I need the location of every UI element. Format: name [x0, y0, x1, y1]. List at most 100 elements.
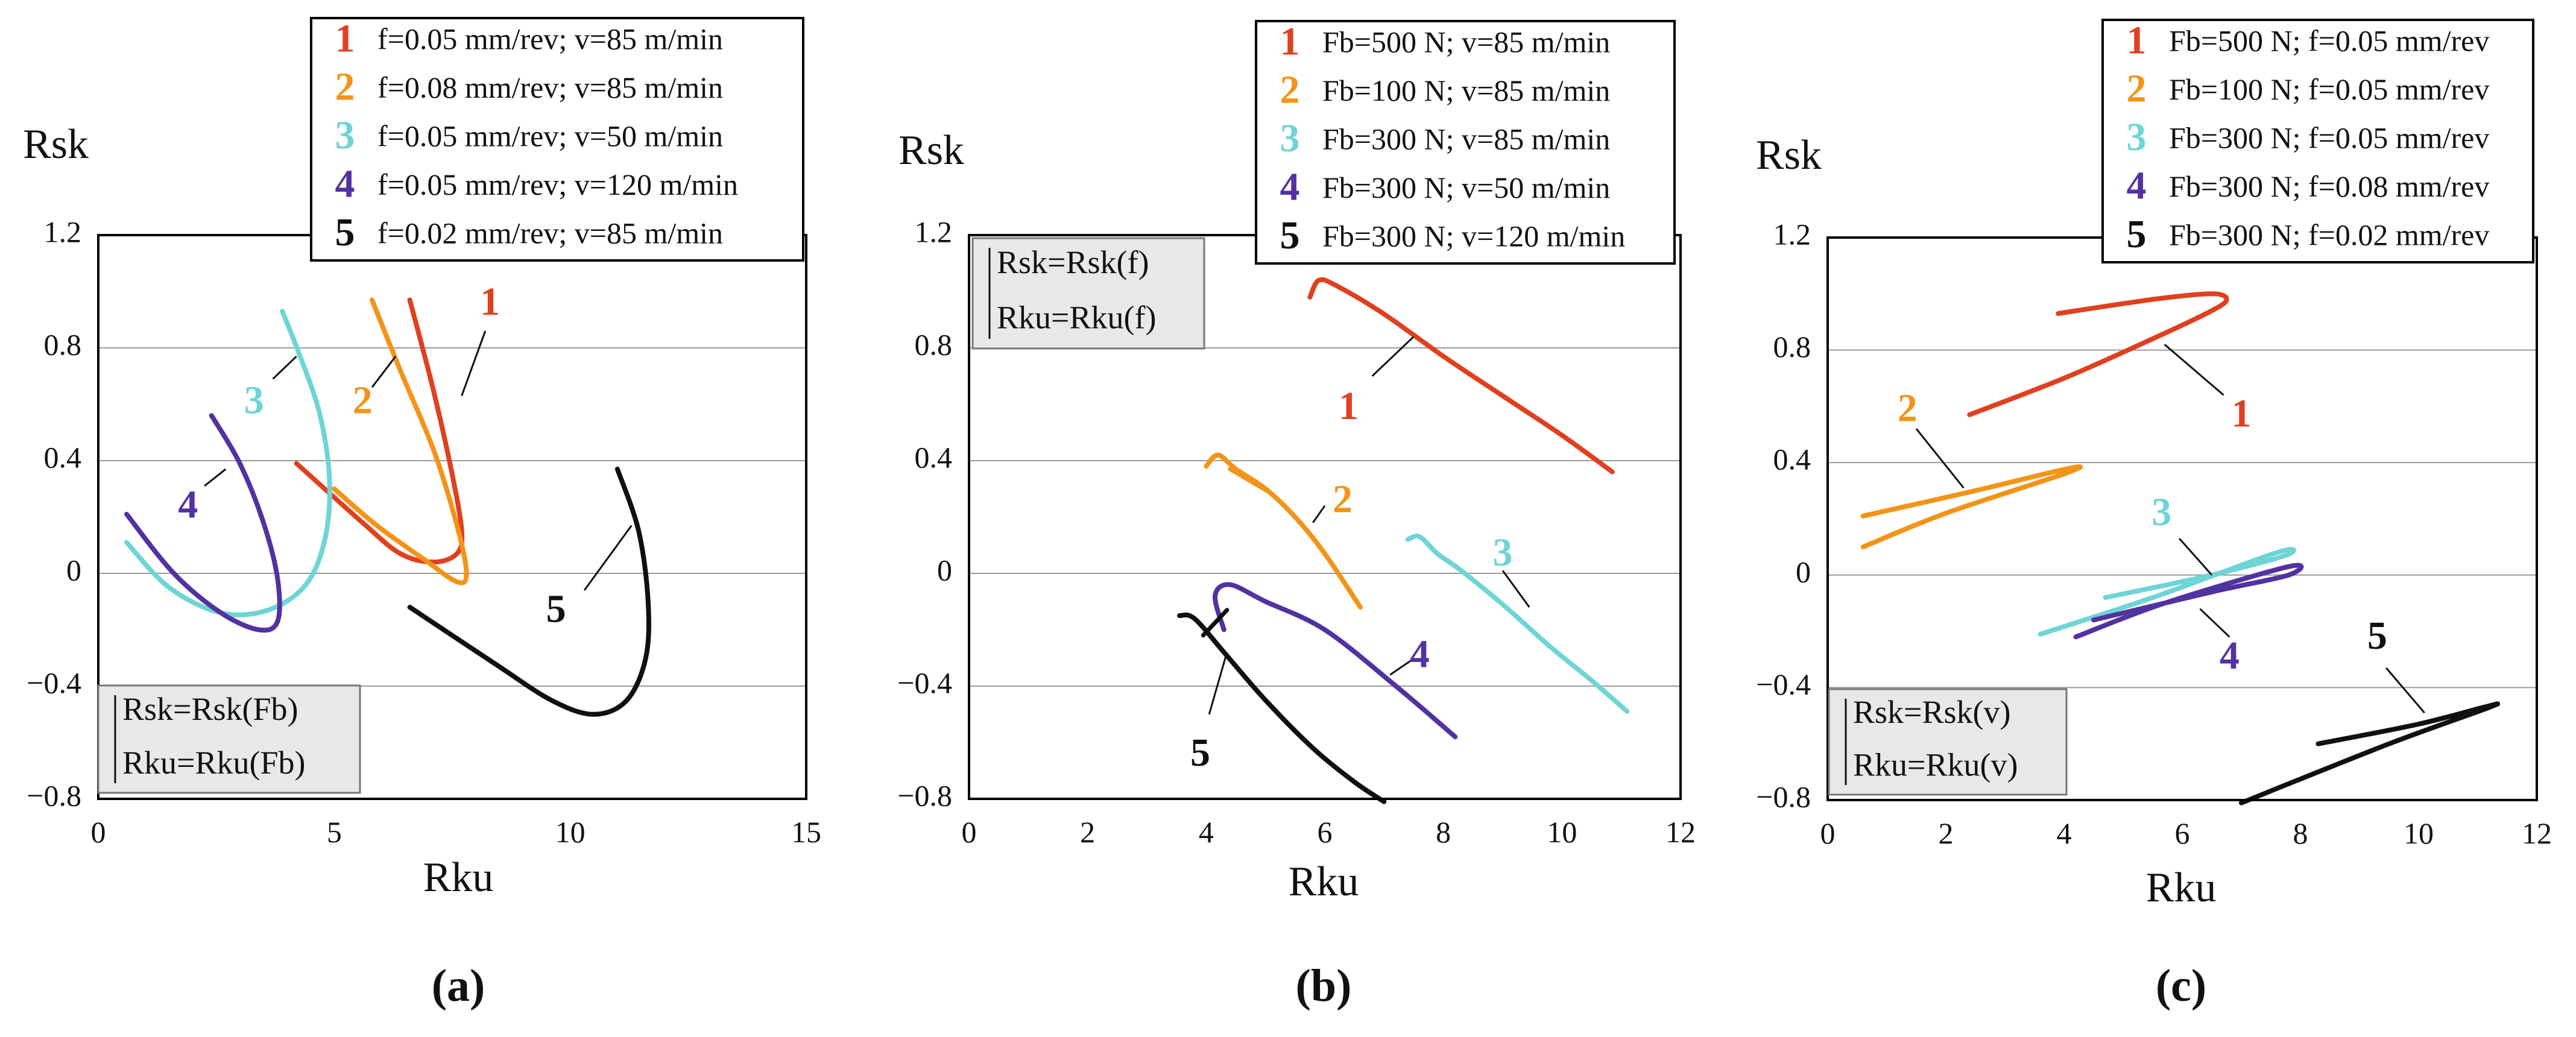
x-tick-label: 10 [2404, 816, 2434, 850]
x-tick-label: 10 [555, 815, 586, 849]
y-tick-label: 0 [66, 553, 81, 587]
legend-entry-3: f=0.05 mm/rev; v=50 m/min [377, 119, 723, 153]
curve-label-2: 2 [1898, 386, 1918, 430]
series-line-4 [1213, 582, 1458, 740]
series-line-3 [1405, 534, 1630, 714]
x-axis-label: Rku [423, 854, 494, 901]
dependency-text: Rku=Rku(f) [997, 300, 1156, 336]
y-axis-label: Rsk [1756, 132, 1822, 178]
y-tick-label: 0.4 [44, 440, 82, 474]
leader-line-3 [2178, 538, 2213, 576]
curve-label-5: 5 [1190, 731, 1210, 775]
dependency-text: Rku=Rku(v) [1853, 747, 2018, 783]
legend-entry-3: Fb=300 N; f=0.05 mm/rev [2169, 121, 2489, 154]
curve-label-5: 5 [546, 587, 566, 631]
y-tick-label: 0.8 [915, 327, 953, 361]
leader-line-5 [1208, 652, 1228, 715]
series-line-5 [1177, 612, 1387, 804]
legend-number-4: 4 [1280, 165, 1300, 209]
curve-label-5: 5 [2367, 614, 2387, 658]
legend-number-3: 3 [2127, 115, 2147, 159]
series-line-2 [1204, 452, 1363, 610]
leader-line-2 [1915, 428, 1965, 489]
legend-number-1: 1 [335, 16, 355, 60]
legend-entry-3: Fb=300 N; v=85 m/min [1322, 122, 1610, 156]
x-tick-label: 0 [962, 815, 977, 849]
legend-box [310, 17, 804, 262]
legend-number-3: 3 [335, 113, 355, 157]
panel-label: (a) [432, 960, 485, 1011]
curve-label-1: 1 [2232, 392, 2252, 436]
series-line-4 [124, 413, 282, 633]
series-line-3 [124, 309, 332, 617]
curve-label-4: 4 [2220, 634, 2240, 678]
series-line-5 [2239, 701, 2501, 805]
curve-label-4: 4 [178, 483, 198, 527]
legend-number-4: 4 [335, 162, 355, 206]
leader-line-4 [1389, 660, 1412, 676]
curve-label-1: 1 [1339, 384, 1359, 428]
legend-number-5: 5 [335, 210, 355, 254]
legend-entry-1: Fb=500 N; f=0.05 mm/rev [2169, 24, 2489, 58]
leader-line-1 [2164, 344, 2224, 396]
y-tick-label: 0 [1796, 555, 1811, 588]
leader-line-1 [1371, 336, 1415, 377]
legend-entry-2: Fb=100 N; v=85 m/min [1322, 74, 1610, 107]
series-line-2-segment [1228, 467, 1271, 494]
leader-line-3 [1501, 570, 1530, 608]
series-line-5 [407, 467, 651, 717]
legend-entry-5: f=0.02 mm/rev; v=85 m/min [377, 216, 723, 250]
series-line-3 [2038, 547, 2296, 637]
legend-number-2: 2 [335, 65, 355, 109]
panel-label: (b) [1296, 960, 1352, 1011]
y-tick-label: 1.2 [44, 215, 82, 248]
curve-label-1: 1 [480, 280, 500, 324]
y-tick-label: −0.4 [897, 666, 952, 699]
legend-entry-4: f=0.05 mm/rev; v=120 m/min [377, 168, 738, 201]
x-tick-label: 6 [1318, 815, 1333, 849]
dependency-text: Rku=Rku(Fb) [122, 745, 306, 781]
y-tick-label: −0.4 [27, 666, 81, 699]
curve-label-4: 4 [1410, 632, 1430, 676]
curve-label-3: 3 [244, 379, 264, 423]
y-tick-label: 0.4 [915, 440, 953, 474]
dependency-text: Rsk=Rsk(f) [997, 244, 1149, 280]
curve-label-3: 3 [2151, 490, 2171, 534]
series-line-5-segment [1201, 608, 1230, 638]
y-tick-label: 1.2 [915, 215, 953, 248]
y-tick-label: 0 [937, 553, 952, 587]
leader-line-4 [2199, 608, 2230, 638]
legend-entry-1: Fb=500 N; v=85 m/min [1322, 25, 1610, 59]
x-tick-label: 4 [1199, 815, 1214, 849]
x-axis-label: Rku [2146, 865, 2217, 911]
dependency-box [97, 684, 361, 794]
legend-entry-1: f=0.05 mm/rev; v=85 m/min [377, 22, 723, 56]
series-line-4 [2073, 563, 2304, 640]
y-axis-label: Rsk [898, 127, 964, 174]
x-tick-label: 10 [1547, 815, 1577, 849]
x-tick-label: 15 [791, 815, 821, 849]
legend-number-2: 2 [2127, 67, 2147, 111]
dependency-text: Rsk=Rsk(v) [1853, 694, 2010, 730]
x-tick-label: 5 [327, 815, 342, 849]
legend-entry-4: Fb=300 N; f=0.08 mm/rev [2169, 169, 2489, 203]
x-tick-label: 8 [1436, 815, 1451, 849]
leader-line-3 [272, 355, 297, 380]
legend-entry-4: Fb=300 N; v=50 m/min [1322, 171, 1610, 204]
curve-label-2: 2 [1333, 477, 1353, 521]
dependency-box [971, 237, 1205, 350]
leader-line-2 [371, 356, 397, 388]
x-tick-label: 6 [2175, 816, 2190, 850]
legend-number-3: 3 [1280, 116, 1300, 160]
legend-number-5: 5 [1280, 213, 1300, 257]
legend-entry-2: Fb=100 N; f=0.05 mm/rev [2169, 72, 2489, 106]
y-tick-label: 0.8 [44, 327, 82, 361]
y-tick-label: 0.4 [1773, 443, 1811, 476]
y-tick-label: −0.8 [897, 778, 952, 812]
y-tick-label: −0.4 [1756, 667, 1811, 701]
x-tick-label: 0 [1820, 816, 1836, 850]
series-line-1 [294, 297, 465, 565]
